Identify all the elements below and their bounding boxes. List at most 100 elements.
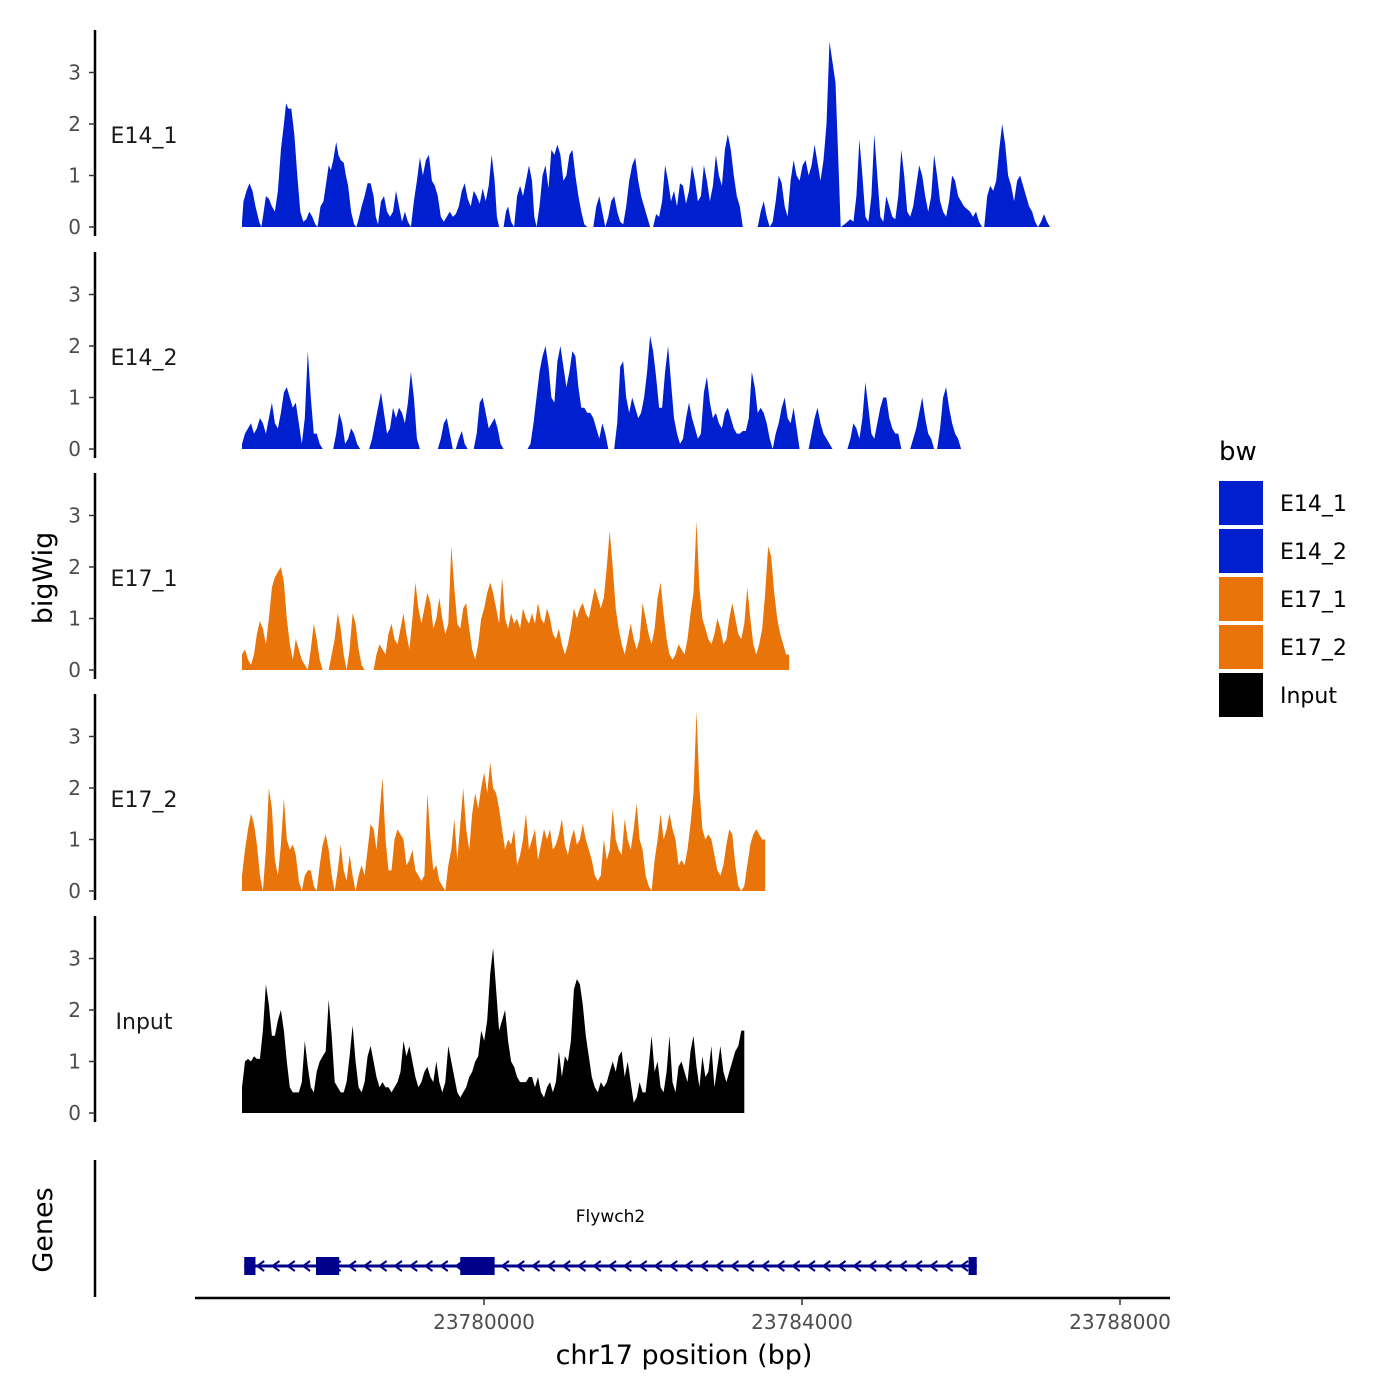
legend-label: E14_1: [1280, 492, 1347, 517]
strand-arrow: [377, 1260, 388, 1272]
legend-label: E17_2: [1280, 636, 1347, 661]
strand-arrow: [882, 1260, 893, 1272]
legend-swatch-E17_1: [1219, 577, 1263, 621]
gene-exon: [315, 1257, 340, 1275]
gene-label: Flywch2: [576, 1207, 645, 1227]
track-label: E17_2: [111, 788, 178, 813]
x-axis-title: chr17 position (bp): [556, 1340, 813, 1371]
y-tick-label: 0: [68, 879, 81, 903]
strand-arrow: [622, 1260, 632, 1272]
strand-arrow: [607, 1260, 617, 1272]
strand-arrow: [576, 1260, 587, 1272]
strand-arrow: [439, 1260, 449, 1272]
y-tick-label: 2: [68, 334, 81, 358]
strand-arrow: [653, 1260, 663, 1272]
y-tick-label: 0: [68, 215, 81, 239]
strand-arrow: [836, 1260, 847, 1272]
strand-arrow: [668, 1260, 678, 1272]
track-label: E14_2: [111, 346, 178, 371]
strand-arrow: [714, 1260, 724, 1272]
signal-area-E17_2: [242, 710, 766, 891]
y-tick-label: 1: [68, 386, 81, 410]
x-tick-label: 23784000: [751, 1310, 853, 1334]
strand-arrow: [959, 1260, 969, 1272]
strand-arrow: [745, 1260, 755, 1272]
track-label: E17_1: [111, 567, 178, 592]
strand-arrow: [546, 1260, 556, 1272]
strand-arrow: [301, 1260, 311, 1272]
y-tick-label: 2: [68, 998, 81, 1022]
x-tick-label: 23780000: [433, 1310, 535, 1334]
track-label: E14_1: [111, 124, 178, 149]
y-tick-label: 2: [68, 112, 81, 136]
y-tick-label: 3: [68, 947, 81, 971]
strand-arrow: [270, 1260, 281, 1272]
strand-arrow: [362, 1260, 372, 1272]
y-tick-label: 2: [68, 776, 81, 800]
y-tick-label: 3: [68, 283, 81, 307]
strand-arrow: [286, 1260, 296, 1272]
legend-swatch-Input: [1219, 673, 1263, 717]
legend-title: bw: [1219, 437, 1257, 467]
signal-area-E17_1: [242, 520, 790, 670]
y-tick-label: 1: [68, 1050, 81, 1074]
legend-swatch-E14_1: [1219, 481, 1263, 525]
strand-arrow: [867, 1260, 877, 1272]
strand-arrow: [699, 1260, 709, 1272]
legend: bw E14_1 E14_2 E17_1 E17_2 Input: [1219, 437, 1347, 717]
y-tick-label: 3: [68, 61, 81, 85]
strand-arrow: [500, 1260, 510, 1272]
strand-arrow: [775, 1260, 785, 1272]
strand-arrow: [852, 1260, 862, 1272]
y-tick-label: 1: [68, 164, 81, 188]
x-axis: 23780000 23784000 23788000: [195, 1296, 1171, 1334]
strand-arrow: [393, 1260, 403, 1272]
track-E14_2: 0 1 2 3 E14_2: [68, 252, 1051, 461]
track-E17_2: 0 1 2 3 E17_2: [68, 694, 766, 903]
gene-Flywch2: Flywch2: [244, 1207, 977, 1275]
strand-arrow: [943, 1260, 954, 1272]
strand-arrow: [729, 1260, 740, 1272]
strand-arrow: [898, 1260, 908, 1272]
legend-label: E17_1: [1280, 588, 1347, 613]
strand-arrow: [592, 1260, 602, 1272]
y-tick-label: 1: [68, 607, 81, 631]
legend-label: E14_2: [1280, 540, 1347, 565]
strand-arrow: [515, 1260, 525, 1272]
strand-arrow: [821, 1260, 831, 1272]
gene-exon: [968, 1257, 977, 1275]
y-tick-label: 1: [68, 828, 81, 852]
strand-arrow: [530, 1260, 541, 1272]
strand-arrow: [423, 1260, 434, 1272]
strand-arrow: [760, 1260, 770, 1272]
gene-exon: [460, 1257, 495, 1275]
strand-arrow: [806, 1260, 816, 1272]
strand-arrow: [408, 1260, 418, 1272]
strand-arrow: [347, 1260, 357, 1272]
legend-label: Input: [1280, 684, 1337, 709]
y-tick-label: 0: [68, 658, 81, 682]
track-Input: 0 1 2 3 Input: [68, 916, 745, 1125]
y-tick-label: 3: [68, 504, 81, 528]
y-axis-title: bigWig: [28, 532, 59, 625]
strand-arrow: [637, 1260, 648, 1272]
y-tick-label: 0: [68, 1101, 81, 1125]
strand-arrow: [255, 1260, 265, 1272]
legend-swatch-E17_2: [1219, 625, 1263, 669]
gene-exon: [244, 1257, 256, 1275]
genes-track: Flywch2: [93, 1160, 977, 1297]
x-tick-label: 23788000: [1069, 1310, 1171, 1334]
track-E14_1: 0 1 2 3 E14_1: [68, 30, 1050, 239]
legend-swatch-E14_2: [1219, 529, 1263, 573]
y-tick-label: 3: [68, 725, 81, 749]
strand-arrow: [790, 1260, 801, 1272]
genes-track-title: Genes: [28, 1187, 59, 1272]
strand-arrow: [683, 1260, 694, 1272]
strand-arrow: [561, 1260, 571, 1272]
track-E17_1: 0 1 2 3 E17_1: [68, 473, 790, 682]
signal-area-E14_1: [242, 41, 1050, 227]
signal-tracks: 0 1 2 3 E14_1 0 1 2 3 E14_2 0 1 2 3 E17_1 0 1 2 3 E17_2 0 1 2 3…: [68, 30, 1051, 1125]
y-tick-label: 2: [68, 555, 81, 579]
signal-area-E14_2: [242, 335, 1051, 449]
